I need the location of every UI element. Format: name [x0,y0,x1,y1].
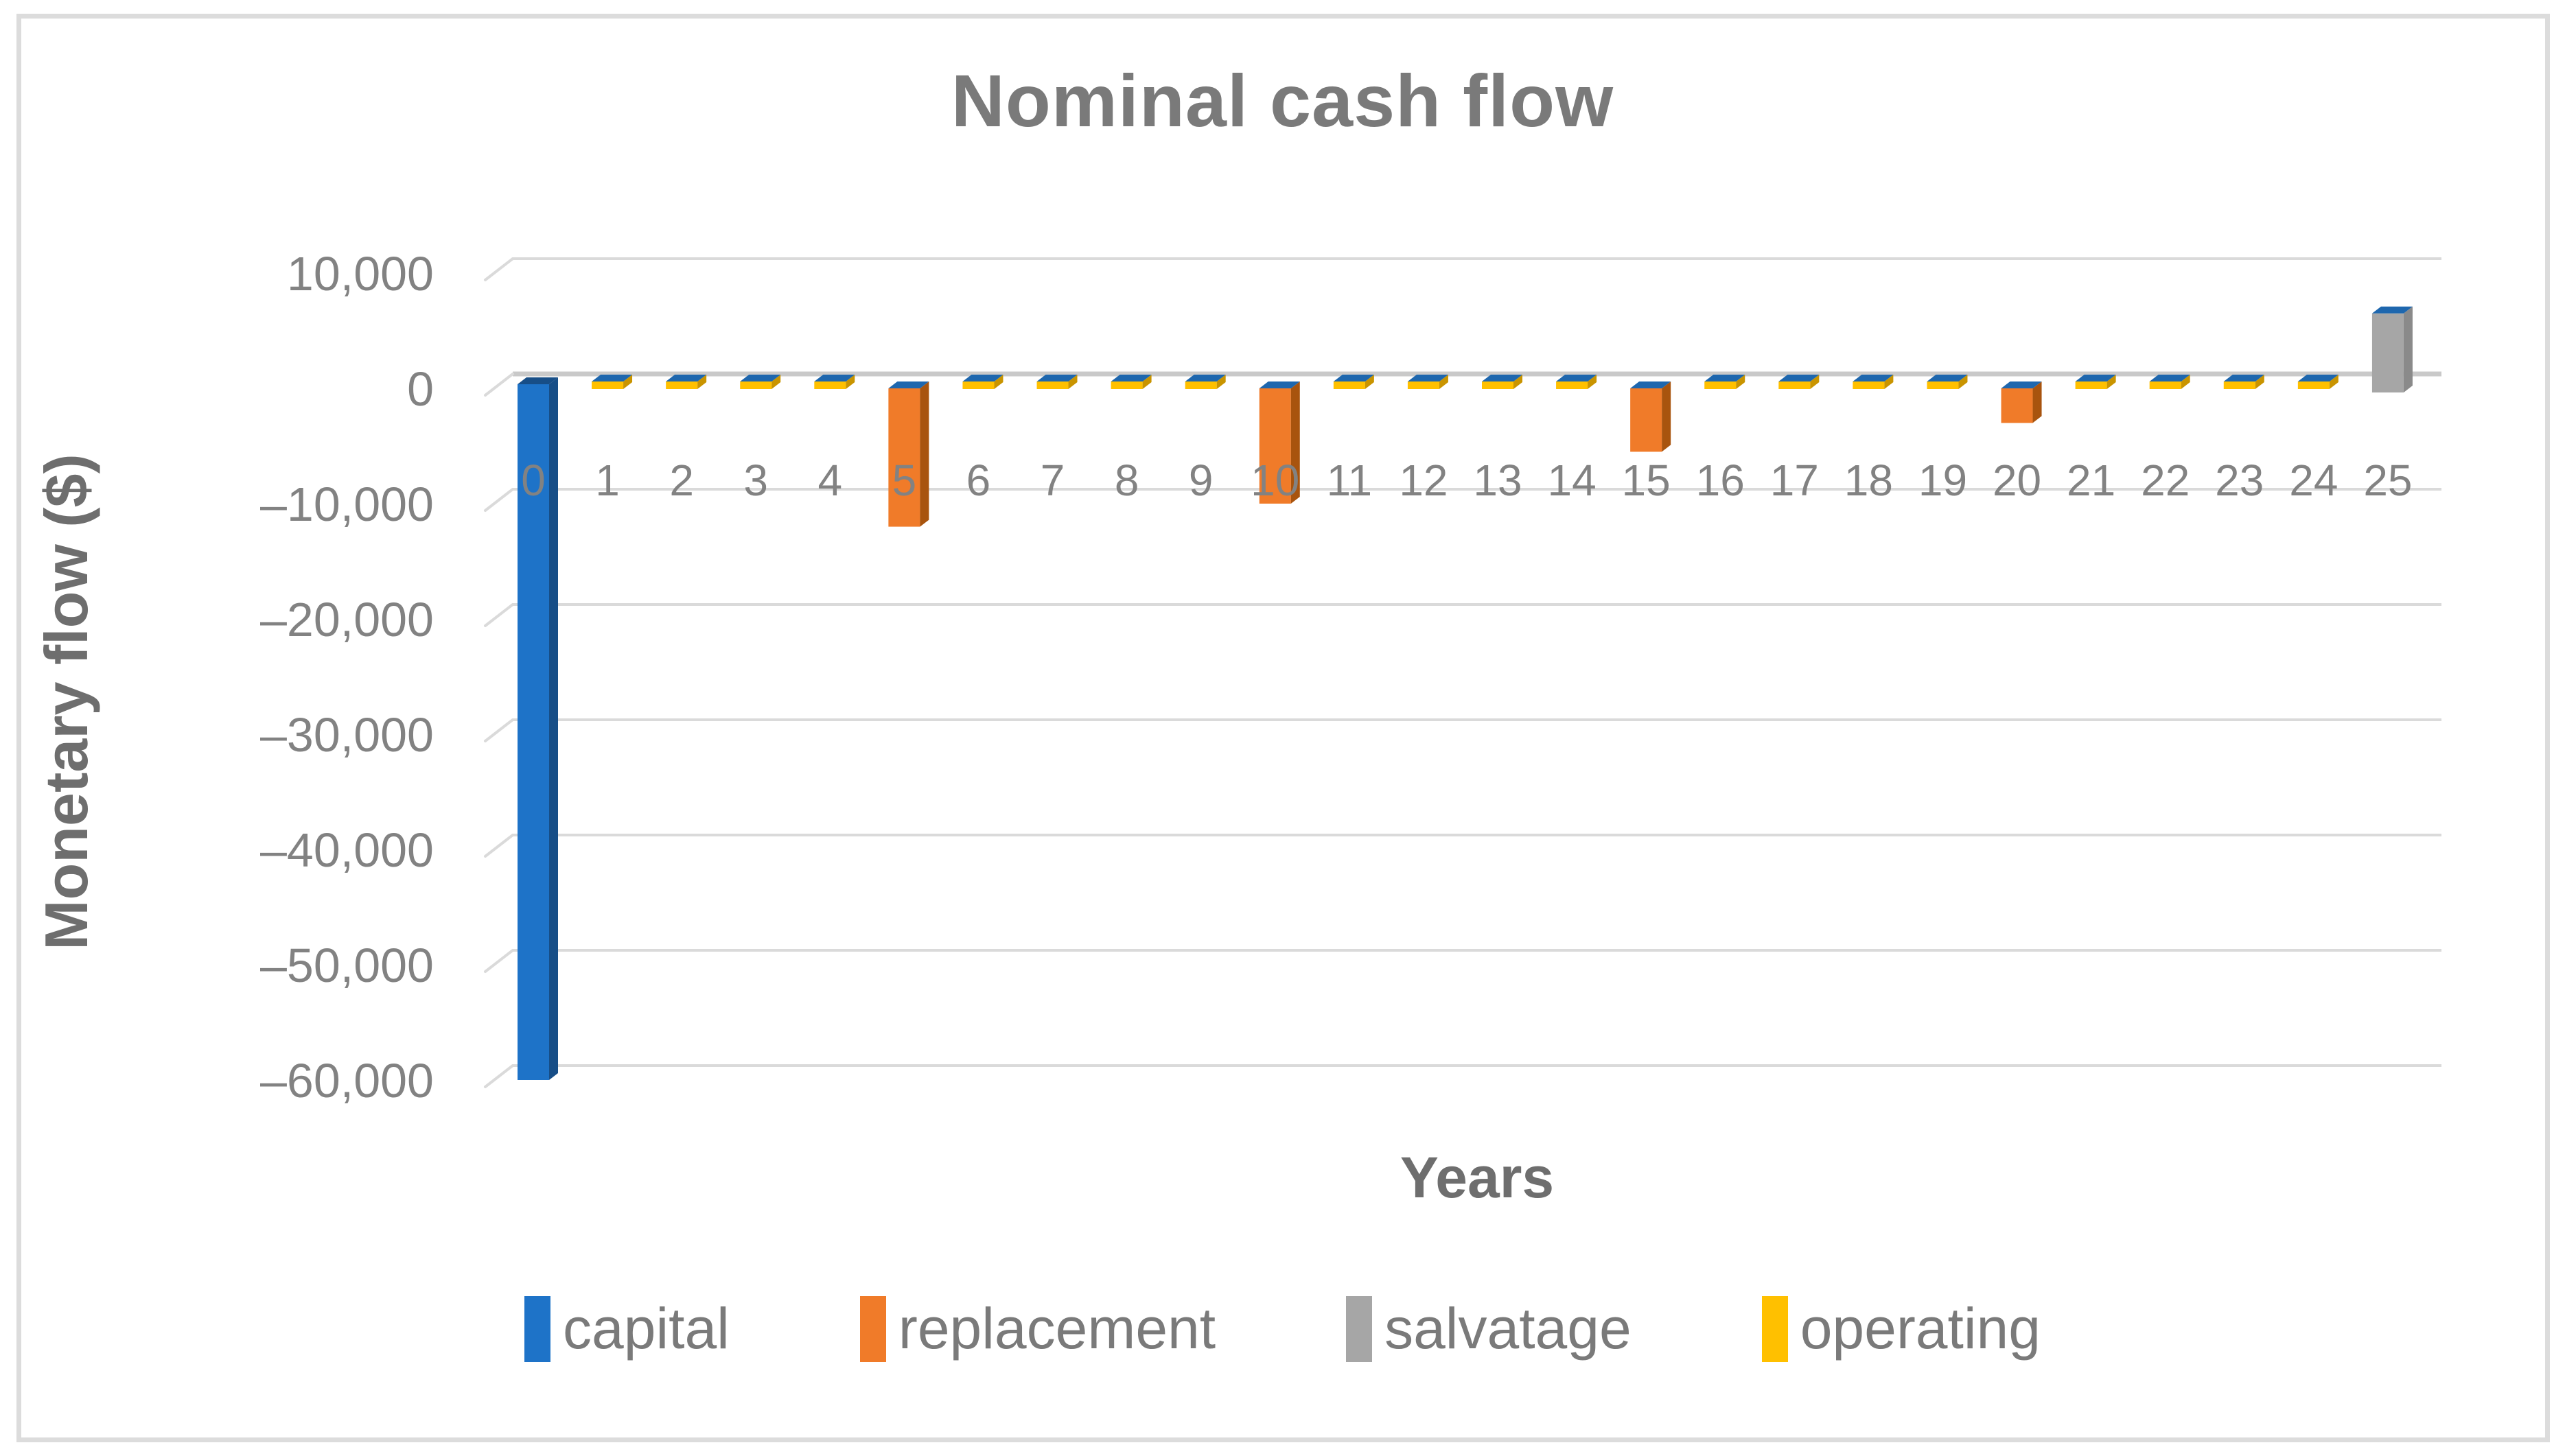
svg-text:23: 23 [2215,456,2264,505]
svg-text:20: 20 [1993,456,2041,505]
svg-text:–60,000: –60,000 [260,1054,434,1107]
svg-text:21: 21 [2067,456,2115,505]
legend-item-salvatage: salvatage [1346,1295,1632,1362]
legend-label: capital [563,1296,730,1361]
replacement-swatch-icon [859,1295,886,1362]
svg-text:17: 17 [1770,456,1819,505]
svg-text:25: 25 [2363,456,2412,505]
legend-label: replacement [898,1296,1216,1361]
svg-text:11: 11 [1327,456,1372,505]
svg-text:7: 7 [1041,456,1065,505]
y-axis-title: Monetary flow ($) [32,454,100,950]
salvatage-swatch-icon [1346,1295,1373,1362]
legend-item-operating: operating [1761,1295,2041,1362]
svg-text:15: 15 [1622,456,1671,505]
svg-text:2: 2 [669,456,694,505]
svg-text:0: 0 [521,456,546,505]
svg-text:8: 8 [1115,456,1139,505]
svg-text:9: 9 [1189,456,1214,505]
legend-label: salvatage [1384,1296,1632,1361]
svg-text:1: 1 [595,456,620,505]
svg-text:5: 5 [892,456,917,505]
operating-swatch-icon [1761,1295,1788,1362]
svg-text:–50,000: –50,000 [260,939,434,992]
svg-text:12: 12 [1399,456,1448,505]
svg-text:–10,000: –10,000 [260,478,434,531]
svg-text:10,000: 10,000 [287,247,434,301]
legend: capital replacement salvatage operating [0,1295,2565,1362]
svg-text:–30,000: –30,000 [260,708,434,762]
svg-text:19: 19 [1918,456,1967,505]
svg-text:13: 13 [1473,456,1522,505]
svg-text:4: 4 [818,456,843,505]
svg-text:10: 10 [1251,456,1299,505]
legend-item-replacement: replacement [859,1295,1216,1362]
legend-item-capital: capital [524,1295,730,1362]
svg-text:16: 16 [1696,456,1745,505]
figure-border [16,14,2550,1442]
svg-text:22: 22 [2141,456,2190,505]
legend-label: operating [1800,1296,2041,1361]
svg-text:–20,000: –20,000 [260,593,434,646]
capital-swatch-icon [524,1295,551,1362]
svg-text:18: 18 [1844,456,1893,505]
svg-text:6: 6 [966,456,991,505]
svg-text:24: 24 [2289,456,2338,505]
chart-title: Nominal cash flow [951,59,1614,142]
x-axis-title: Years [1400,1145,1555,1210]
svg-text:14: 14 [1547,456,1596,505]
svg-text:3: 3 [743,456,768,505]
svg-text:0: 0 [407,362,434,416]
svg-text:–40,000: –40,000 [260,823,434,877]
